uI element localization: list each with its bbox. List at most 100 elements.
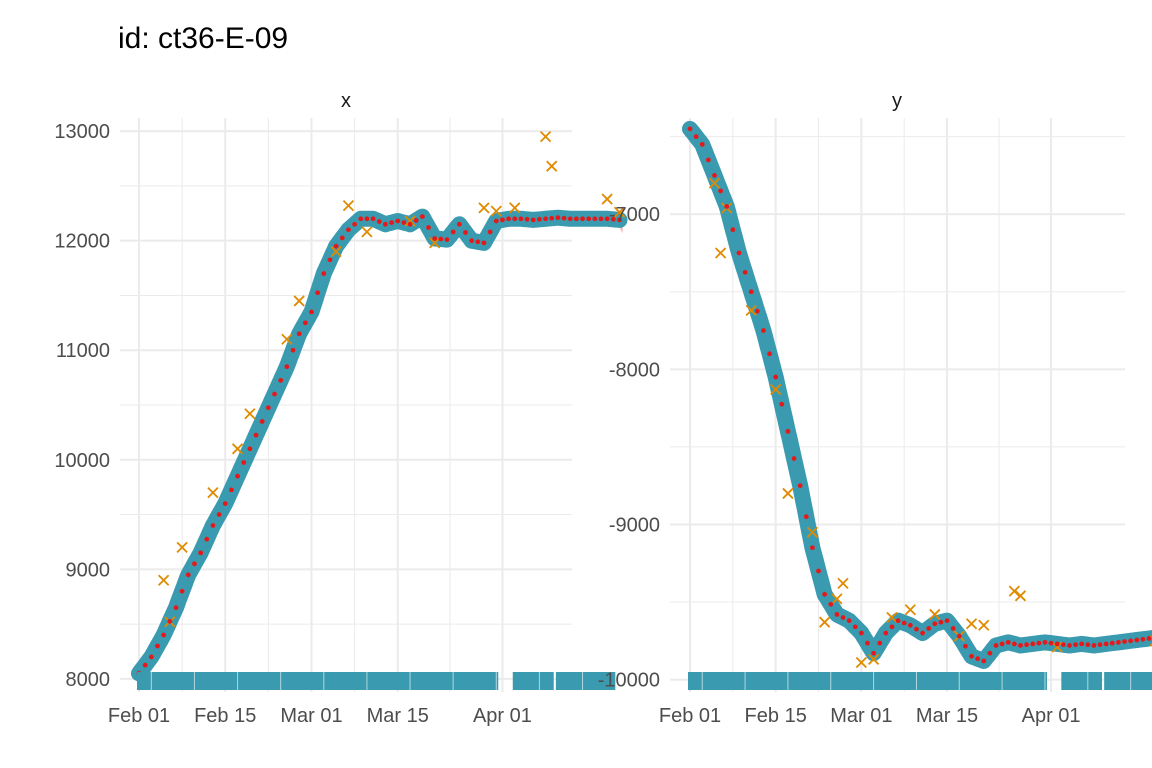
fit-point [828, 601, 834, 607]
fit-point [816, 568, 821, 574]
outlier-stroke [965, 618, 978, 630]
fit-point [358, 216, 364, 222]
fit-point [419, 214, 425, 219]
fit-point [185, 572, 191, 578]
y-tick-label: -9000 [609, 514, 660, 536]
fit-point [198, 550, 204, 556]
outlier-marker [546, 160, 558, 172]
outlier-stroke [546, 160, 558, 172]
fit-point [767, 351, 772, 357]
panel-y: y Feb 01 Feb 15 Mar 01 Mar 15 Apr 01 -7000 -80… [598, 90, 1152, 727]
x-tick-label: Mar 01 [830, 705, 892, 727]
outlier-stroke [837, 577, 849, 590]
fit-point [444, 237, 450, 242]
fit-point [456, 221, 462, 227]
fit-point [889, 624, 895, 630]
fit-point [543, 216, 548, 222]
x-tick-label: Feb 01 [659, 705, 721, 727]
fit-point [730, 227, 736, 233]
outlier-stroke [904, 604, 916, 616]
fit-point [944, 618, 950, 624]
fit-point [253, 432, 259, 438]
fit-point [779, 401, 785, 407]
rug-segment [512, 672, 554, 690]
y-tick-label: 13000 [54, 121, 110, 143]
fit-point [333, 243, 339, 249]
outlier-stroke [207, 486, 219, 499]
fit-point [395, 218, 401, 224]
y-tick-label: -10000 [598, 670, 660, 692]
fit-point [586, 216, 592, 222]
fit-point [742, 269, 748, 275]
x-tick-label: Feb 15 [194, 705, 256, 727]
fit-point [1146, 636, 1152, 641]
outlier-stroke [770, 383, 782, 396]
outlier-stroke [831, 593, 843, 605]
fit-point [1097, 642, 1103, 648]
fit-point [858, 630, 864, 636]
rug-segment [1104, 672, 1152, 690]
fit-point [852, 624, 858, 630]
outlier-stroke [745, 304, 757, 317]
rug-segment [688, 672, 1047, 690]
outlier-marker [806, 526, 819, 538]
outlier-stroke [361, 226, 373, 238]
fit-point [561, 215, 567, 221]
outlier-stroke [613, 206, 626, 218]
fit-point [1054, 641, 1060, 647]
fit-point [1005, 639, 1011, 645]
fit-point [846, 618, 852, 624]
fit-point [1109, 640, 1115, 646]
outlier-stroke [1008, 585, 1020, 597]
outlier-marker [361, 226, 373, 238]
outlier-marker [158, 574, 170, 586]
outlier-stroke [819, 616, 831, 628]
fit-point [907, 622, 913, 628]
outlier-marker [819, 616, 831, 628]
fit-point [284, 364, 290, 370]
outlier-marker [904, 604, 916, 616]
outlier-stroke [929, 608, 941, 621]
outlier-marker [1008, 585, 1020, 597]
fit-point [969, 653, 974, 659]
outlier-marker [745, 304, 757, 317]
outlier-marker [404, 215, 416, 227]
outlier-marker [244, 408, 256, 420]
outlier-stroke [601, 193, 613, 205]
fit-point [1048, 640, 1054, 646]
outlier-stroke [978, 619, 990, 631]
fit-band [131, 208, 628, 682]
outlier-stroke [490, 205, 502, 217]
fit-point [987, 650, 993, 656]
fit-point [383, 221, 388, 227]
y-tick-label: -7000 [609, 204, 660, 226]
fit-point [216, 512, 222, 517]
panel-y-strip-label: y [892, 90, 902, 112]
outlier-stroke [404, 215, 416, 227]
outlier-marker [490, 205, 502, 217]
fit-point [1128, 638, 1134, 644]
outlier-marker [855, 656, 867, 669]
fit-point [493, 218, 499, 224]
fit-point [791, 456, 797, 461]
outlier-marker [330, 246, 342, 258]
fit-point [1011, 641, 1017, 647]
panel-x-ticks: Feb 01 Feb 15 Mar 01 Mar 15 Apr 01 8000 9000 10… [54, 121, 532, 727]
fit-point [736, 250, 742, 256]
fit-point [580, 216, 585, 222]
fit-point [518, 216, 524, 222]
outlier-stroke [478, 202, 490, 214]
outlier-marker [293, 295, 305, 307]
outlier-stroke [293, 295, 305, 307]
outlier-marker [929, 608, 941, 621]
fit-point [148, 654, 154, 660]
fit-point [1085, 642, 1091, 648]
fit-point [963, 643, 968, 649]
y-tick-label: -8000 [609, 359, 660, 381]
fit-point [573, 216, 579, 222]
outlier-stroke [782, 487, 794, 500]
outlier-marker [509, 202, 521, 214]
outlier-marker [886, 611, 898, 624]
fit-point [247, 446, 253, 452]
